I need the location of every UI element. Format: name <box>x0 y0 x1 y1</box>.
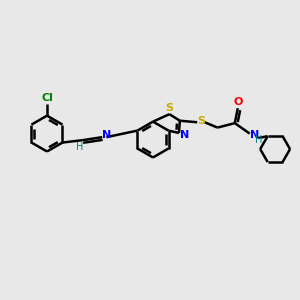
Text: O: O <box>234 97 243 106</box>
Text: N: N <box>250 130 260 140</box>
Text: S: S <box>197 116 206 126</box>
Text: S: S <box>165 103 173 113</box>
Text: Cl: Cl <box>41 93 53 103</box>
Text: N: N <box>180 130 189 140</box>
Text: N: N <box>102 130 111 140</box>
Text: H: H <box>76 142 83 152</box>
Text: H: H <box>255 134 262 145</box>
